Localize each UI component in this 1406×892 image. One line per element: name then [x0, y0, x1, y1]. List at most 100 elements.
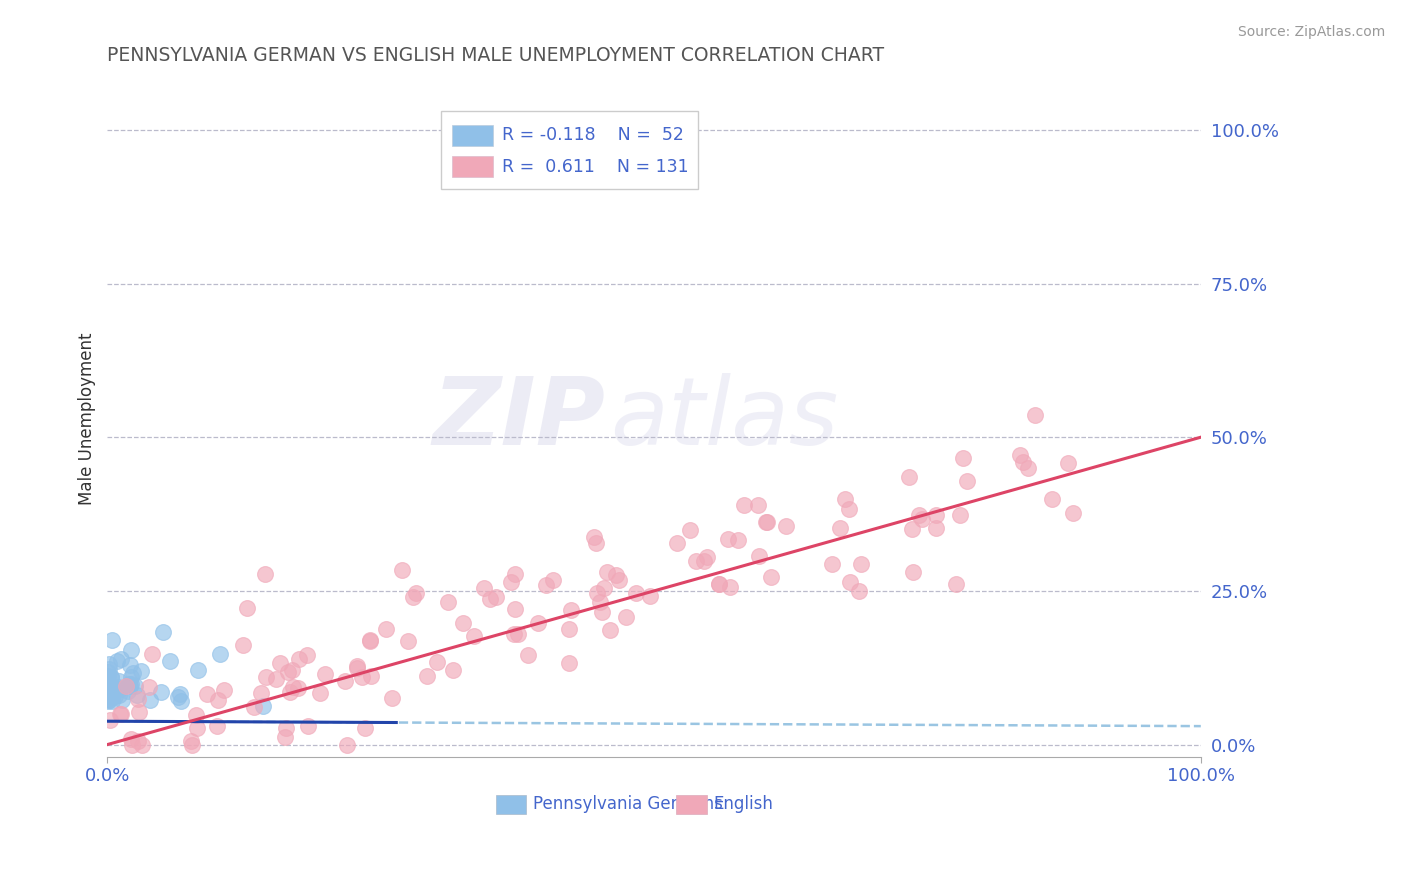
- Point: [180, 734, 202, 748]
- FancyBboxPatch shape: [676, 795, 707, 814]
- Point: [187, 663, 209, 677]
- Point: [111, 693, 134, 707]
- Point: [103, 682, 125, 697]
- Point: [117, 677, 139, 691]
- Point: [541, 574, 564, 588]
- Point: [685, 554, 707, 568]
- Point: [848, 583, 870, 598]
- Point: [97, 693, 120, 707]
- Point: [557, 622, 579, 636]
- Point: [97, 688, 120, 702]
- Point: [250, 686, 273, 700]
- Point: [159, 654, 181, 668]
- Point: [121, 738, 143, 752]
- Point: [120, 676, 142, 690]
- Point: [759, 569, 782, 583]
- Point: [287, 681, 309, 695]
- Point: [180, 738, 202, 752]
- Point: [287, 652, 309, 666]
- Point: [309, 685, 332, 699]
- Point: [297, 648, 319, 662]
- Point: [534, 578, 557, 592]
- FancyBboxPatch shape: [451, 125, 494, 146]
- Point: [717, 533, 740, 547]
- Point: [108, 706, 131, 721]
- Point: [949, 508, 972, 522]
- Point: [98, 681, 121, 696]
- Point: [952, 451, 974, 466]
- Point: [405, 586, 427, 600]
- Point: [679, 523, 702, 537]
- Point: [499, 574, 522, 589]
- Point: [834, 491, 856, 506]
- Point: [502, 627, 524, 641]
- Point: [396, 634, 419, 648]
- Point: [266, 673, 288, 687]
- Point: [97, 665, 120, 679]
- Point: [120, 679, 142, 693]
- Point: [508, 627, 530, 641]
- Point: [560, 603, 582, 617]
- Text: atlas: atlas: [610, 373, 838, 464]
- Text: R =  0.611    N = 131: R = 0.611 N = 131: [502, 158, 689, 176]
- Point: [614, 610, 637, 624]
- Point: [97, 676, 120, 690]
- Point: [120, 643, 142, 657]
- Point: [925, 508, 948, 522]
- Text: ZIP: ZIP: [432, 373, 605, 465]
- Point: [314, 666, 336, 681]
- Point: [692, 554, 714, 568]
- Text: Source: ZipAtlas.com: Source: ZipAtlas.com: [1237, 25, 1385, 39]
- Point: [139, 693, 162, 707]
- Point: [150, 685, 173, 699]
- Point: [152, 625, 174, 640]
- Point: [718, 580, 741, 594]
- Y-axis label: Male Unemployment: Male Unemployment: [79, 333, 96, 505]
- Point: [101, 633, 124, 648]
- Point: [122, 665, 145, 680]
- Point: [426, 655, 449, 669]
- Text: PENNSYLVANIA GERMAN VS ENGLISH MALE UNEMPLOYMENT CORRELATION CHART: PENNSYLVANIA GERMAN VS ENGLISH MALE UNEM…: [107, 46, 884, 65]
- Point: [945, 576, 967, 591]
- Point: [96, 687, 118, 701]
- Point: [626, 586, 648, 600]
- Point: [346, 661, 368, 675]
- Point: [360, 669, 382, 683]
- Point: [1008, 448, 1031, 462]
- FancyBboxPatch shape: [495, 795, 526, 814]
- Point: [97, 691, 120, 706]
- Point: [110, 707, 132, 722]
- Point: [607, 573, 630, 587]
- Point: [591, 606, 613, 620]
- Point: [336, 738, 359, 752]
- Point: [638, 589, 661, 603]
- Point: [209, 647, 232, 661]
- Point: [900, 522, 922, 536]
- Point: [96, 689, 118, 703]
- Point: [107, 674, 129, 689]
- Point: [281, 663, 304, 677]
- Point: [252, 698, 274, 713]
- Point: [278, 685, 301, 699]
- Point: [586, 586, 609, 600]
- Point: [100, 670, 122, 684]
- Point: [585, 535, 607, 549]
- Point: [120, 670, 142, 684]
- Point: [333, 674, 356, 689]
- Point: [104, 690, 127, 704]
- Point: [596, 565, 619, 579]
- Point: [107, 654, 129, 668]
- Point: [605, 568, 627, 582]
- Point: [97, 669, 120, 683]
- Point: [748, 549, 770, 563]
- Point: [127, 692, 149, 706]
- Point: [441, 664, 464, 678]
- Point: [169, 687, 191, 701]
- Point: [589, 595, 612, 609]
- Point: [98, 714, 121, 728]
- Point: [101, 682, 124, 697]
- Point: [96, 686, 118, 700]
- Point: [96, 676, 118, 690]
- Point: [503, 567, 526, 582]
- Point: [101, 684, 124, 698]
